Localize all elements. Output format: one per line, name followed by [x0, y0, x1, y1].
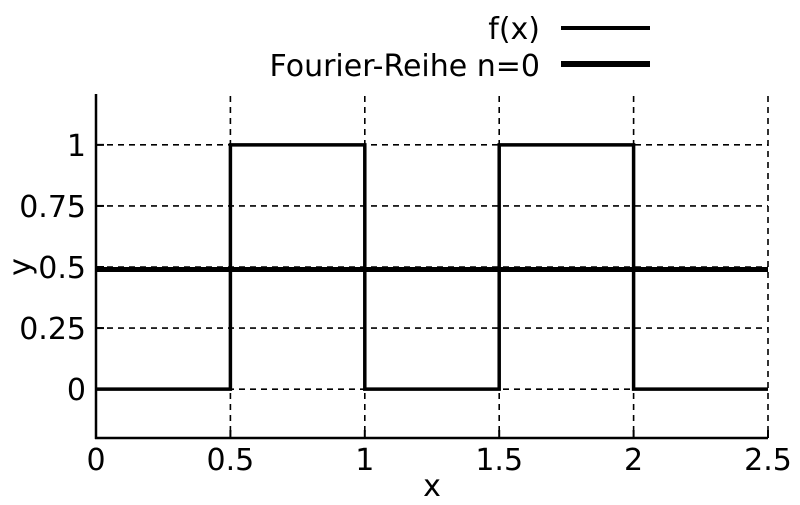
x-axis-label: x	[423, 469, 441, 500]
y-tick-label-1: 0.25	[19, 312, 86, 347]
x-tick-label-3: 1.5	[475, 443, 523, 478]
legend: f(x) Fourier-Reihe n=0	[270, 12, 650, 84]
axes	[94, 94, 769, 440]
y-tick-label-2: 0.5	[38, 251, 86, 286]
legend-label-fx: f(x)	[488, 12, 540, 47]
tick-labels: 0 0.5 1 1.5 2 2.5 0 0.25 0.5 0.75 1	[19, 129, 792, 478]
series-layer	[96, 143, 768, 391]
y-axis-label: y	[3, 258, 38, 276]
x-tick-label-1: 0.5	[207, 443, 255, 478]
x-tick-label-0: 0	[86, 443, 105, 478]
x-tick-label-2: 1	[355, 443, 374, 478]
y-tick-label-0: 0	[67, 373, 86, 408]
x-tick-label-5: 2.5	[744, 443, 792, 478]
legend-label-fourier: Fourier-Reihe n=0	[270, 49, 540, 84]
y-tick-label-3: 0.75	[19, 190, 86, 225]
x-tick-label-4: 2	[624, 443, 643, 478]
y-tick-label-4: 1	[67, 129, 86, 164]
